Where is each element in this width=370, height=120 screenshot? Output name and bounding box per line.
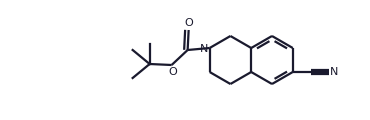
Text: N: N bbox=[330, 67, 338, 77]
Text: O: O bbox=[168, 67, 177, 77]
Text: N: N bbox=[200, 44, 209, 54]
Text: O: O bbox=[184, 18, 193, 28]
